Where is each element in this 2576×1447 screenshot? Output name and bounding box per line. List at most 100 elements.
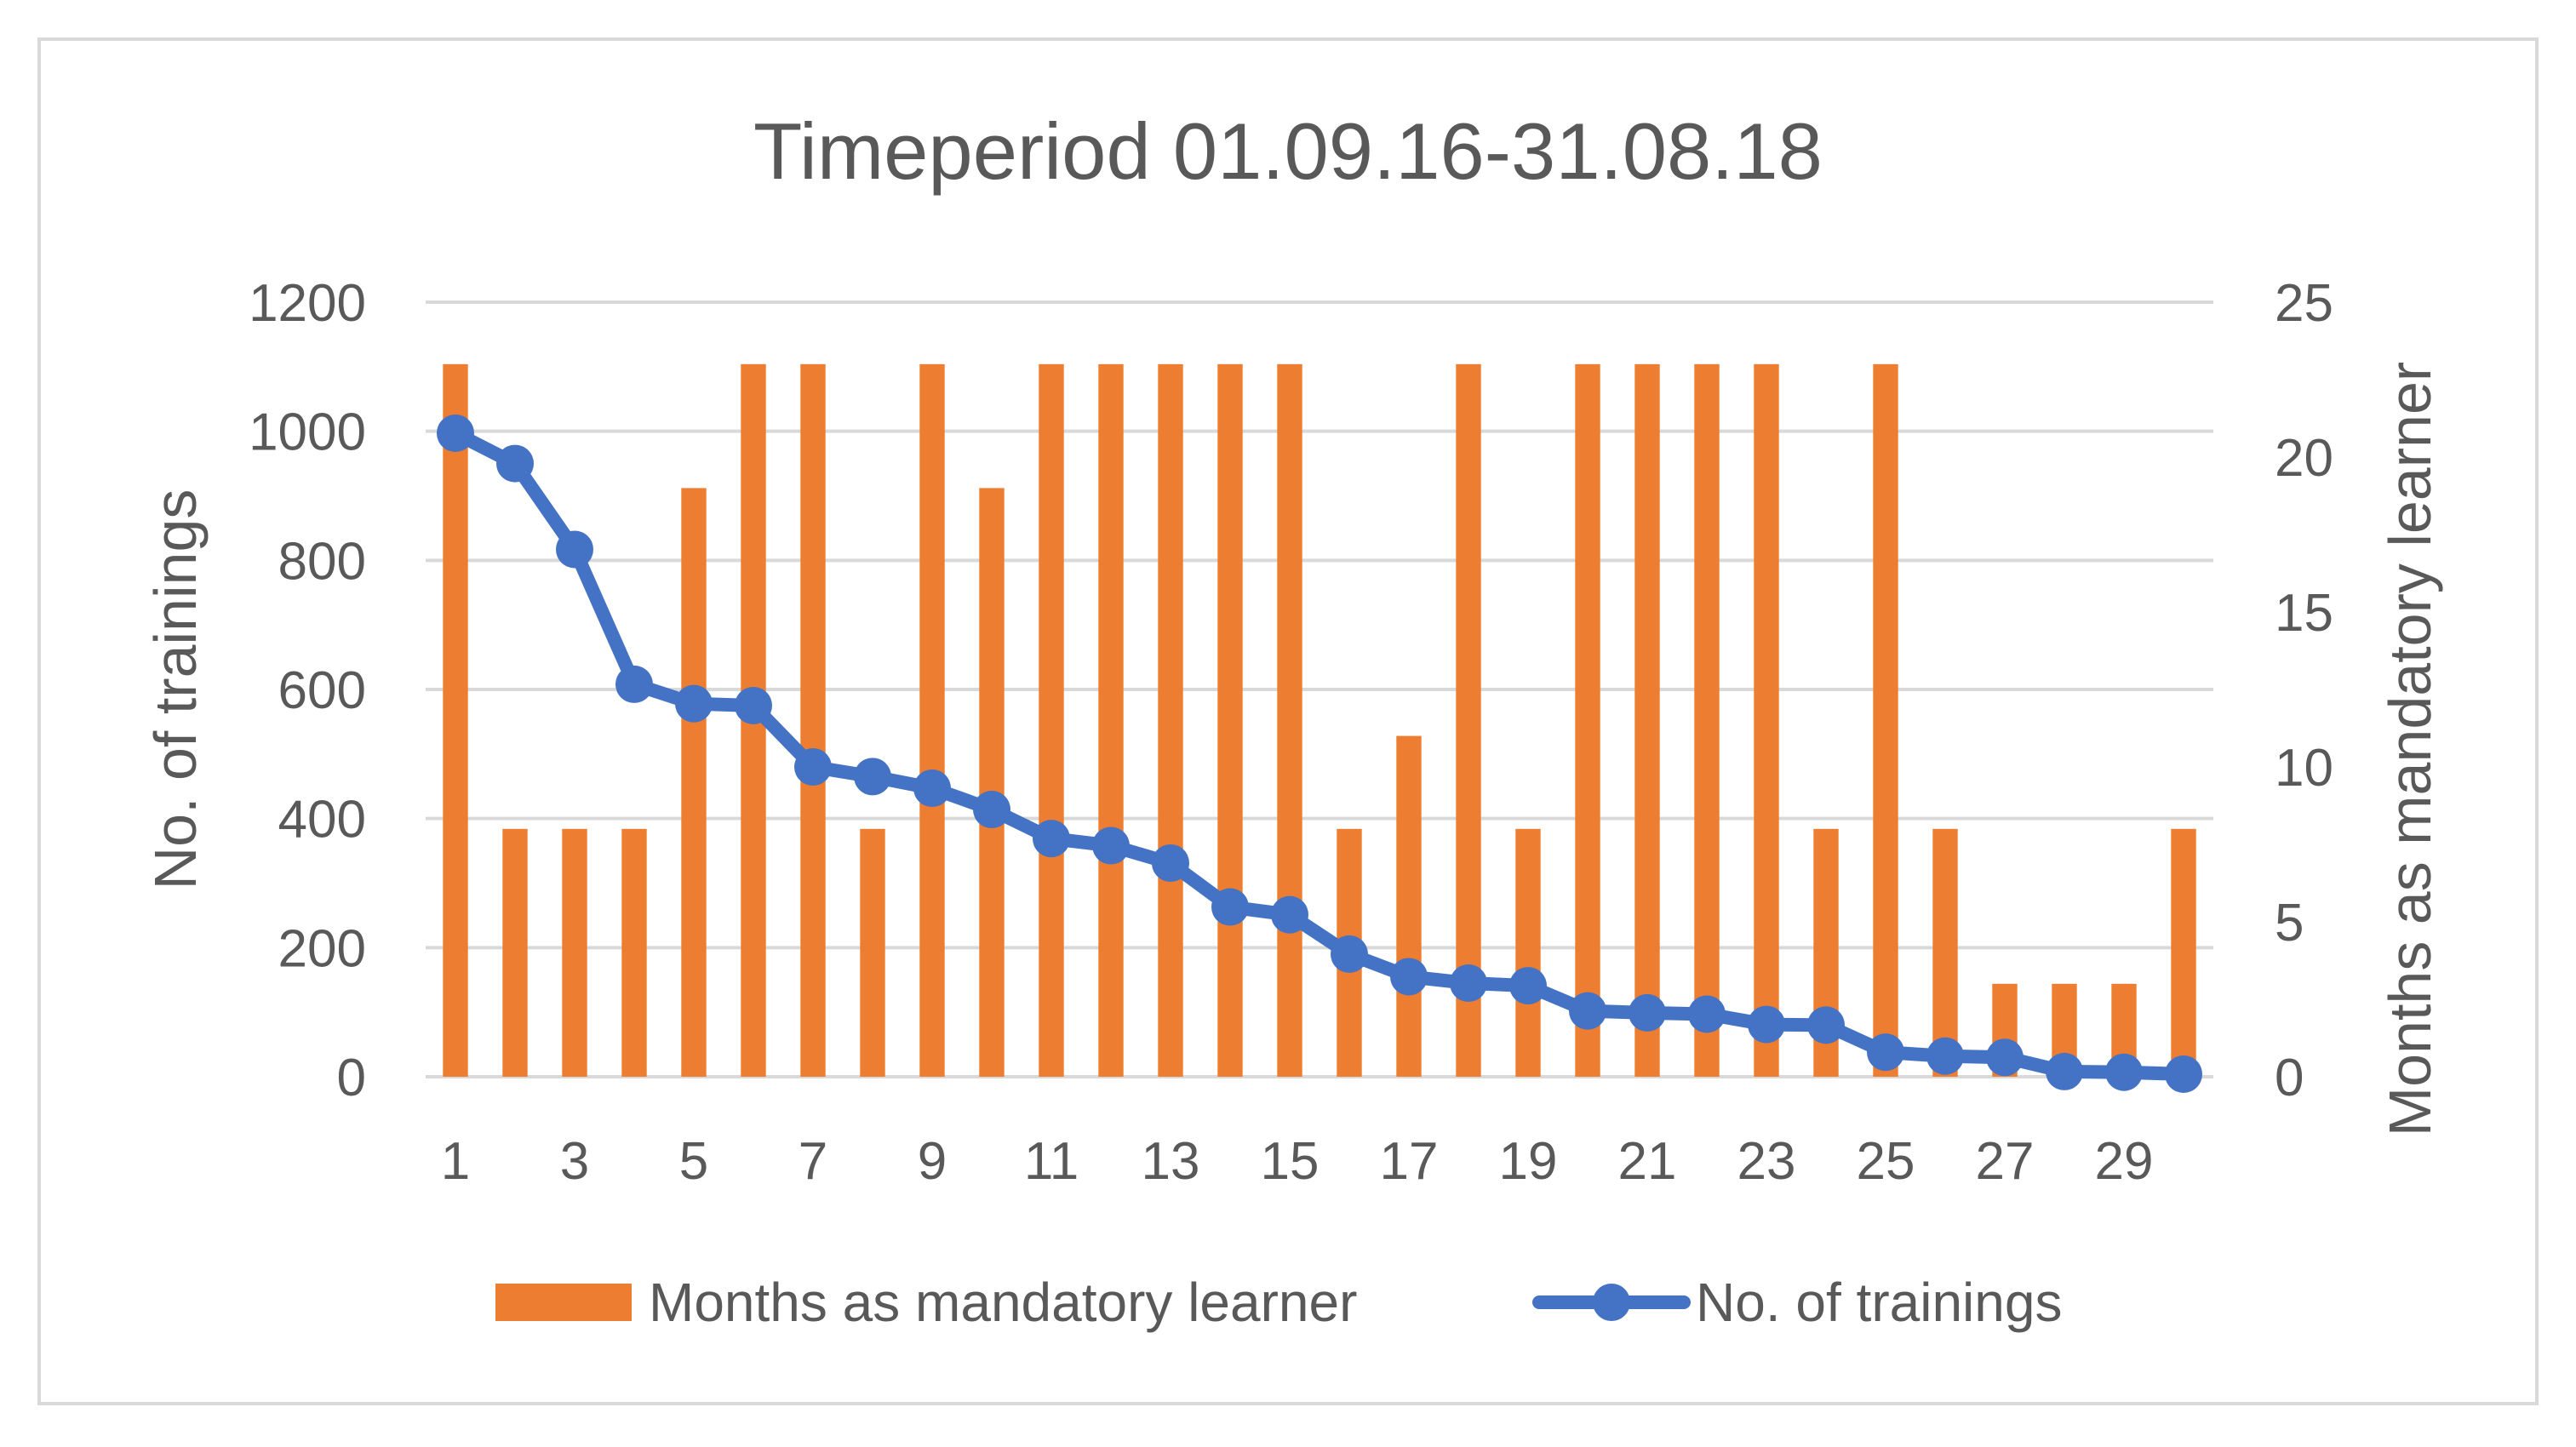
bar xyxy=(979,488,1005,1077)
line-point xyxy=(794,748,832,786)
x-tick-label: 21 xyxy=(1618,1132,1677,1191)
legend-bar-label: Months as mandatory learner xyxy=(649,1272,1357,1333)
line-point xyxy=(1390,958,1428,996)
x-tick-label: 25 xyxy=(1857,1132,1915,1191)
line-point xyxy=(1092,826,1130,865)
line-point xyxy=(1271,895,1308,934)
y-left-tick-label: 800 xyxy=(278,532,366,591)
line-point xyxy=(2046,1052,2083,1090)
bar xyxy=(621,828,647,1077)
line-point xyxy=(1986,1038,2024,1077)
line-point xyxy=(1926,1037,1964,1075)
x-tick-label: 29 xyxy=(2095,1132,2154,1191)
line-point xyxy=(1688,995,1726,1033)
bar xyxy=(1396,735,1422,1077)
bar xyxy=(1873,363,1898,1077)
x-tick-label: 7 xyxy=(799,1132,827,1191)
x-tick-label: 5 xyxy=(679,1132,708,1191)
line-point xyxy=(913,769,951,808)
line-point xyxy=(675,684,713,723)
bar xyxy=(502,828,528,1077)
legend: Months as mandatory learner No. of train… xyxy=(495,1272,2062,1333)
bar xyxy=(1932,828,1958,1077)
y-left-axis-label: No. of trainings xyxy=(142,489,209,890)
legend-bar-swatch xyxy=(495,1284,632,1321)
line-point xyxy=(437,414,474,452)
bar xyxy=(1158,363,1183,1077)
line-point xyxy=(1211,888,1249,926)
bar xyxy=(1217,363,1243,1077)
y-left-tick-label: 600 xyxy=(278,661,366,720)
bar xyxy=(443,363,468,1077)
line-point xyxy=(615,665,653,703)
y-left-tick-label: 1200 xyxy=(249,274,366,333)
gridlines xyxy=(426,300,2213,1078)
chart-title: Timeperiod 01.09.16-31.08.18 xyxy=(753,106,1823,196)
bar xyxy=(2171,828,2196,1077)
legend-line-label: No. of trainings xyxy=(1696,1272,2062,1333)
bar xyxy=(681,488,707,1077)
y-right-tick-label: 0 xyxy=(2275,1049,2304,1107)
x-tick-label: 3 xyxy=(560,1132,589,1191)
bar xyxy=(1277,363,1302,1077)
legend-item-line: No. of trainings xyxy=(1532,1272,2062,1333)
legend-item-bars: Months as mandatory learner xyxy=(495,1272,1357,1333)
y-left-tick-label: 0 xyxy=(337,1049,366,1107)
line-point xyxy=(735,686,772,724)
x-tick-label: 9 xyxy=(918,1132,947,1191)
y-left-tick-label: 1000 xyxy=(249,403,366,462)
y-left-tick-label: 200 xyxy=(278,919,366,978)
line-point xyxy=(1509,967,1547,1005)
line-point xyxy=(1152,844,1189,882)
x-tick-label: 15 xyxy=(1261,1132,1319,1191)
bar xyxy=(1694,363,1720,1077)
x-tick-label: 23 xyxy=(1737,1132,1796,1191)
line-point xyxy=(854,758,891,796)
line-point xyxy=(1629,993,1666,1032)
bar-series xyxy=(443,363,2196,1077)
x-tick-label: 1 xyxy=(441,1132,470,1191)
line-point xyxy=(556,530,593,569)
line-point xyxy=(1807,1006,1845,1044)
y-right-tick-label: 25 xyxy=(2275,274,2333,333)
y-right-tick-label: 5 xyxy=(2275,894,2304,952)
y-right-axis-label: Months as mandatory learner xyxy=(2377,362,2443,1136)
bar xyxy=(1515,828,1541,1077)
x-tick-label: 19 xyxy=(1499,1132,1558,1191)
line-point xyxy=(1867,1033,1904,1072)
line-point xyxy=(1748,1005,1785,1044)
line-point xyxy=(2105,1053,2143,1091)
bar xyxy=(562,828,587,1077)
line-point xyxy=(1033,820,1070,858)
x-axis-ticks: 1 3 5 7 9 11 13 15 17 19 21 23 25 27 29 xyxy=(441,1132,2154,1191)
bar xyxy=(1575,363,1600,1077)
line-point xyxy=(1331,935,1368,973)
line-point xyxy=(973,791,1010,829)
x-tick-label: 17 xyxy=(1380,1132,1439,1191)
y-right-tick-label: 10 xyxy=(2275,739,2333,798)
y-right-tick-label: 20 xyxy=(2275,429,2333,488)
x-tick-label: 27 xyxy=(1976,1132,2035,1191)
y-right-tick-label: 15 xyxy=(2275,584,2333,643)
legend-line-marker xyxy=(1593,1284,1630,1321)
bar xyxy=(1098,363,1124,1077)
left-axis-ticks: 0 200 400 600 800 1000 1200 xyxy=(249,274,366,1107)
bar xyxy=(860,828,885,1077)
bar xyxy=(1634,363,1660,1077)
x-tick-label: 11 xyxy=(1024,1132,1079,1191)
bar xyxy=(1754,363,1779,1077)
line-point xyxy=(1569,992,1606,1030)
right-axis-ticks: 0 5 10 15 20 25 xyxy=(2275,274,2333,1107)
bar xyxy=(800,363,826,1077)
line-series xyxy=(437,414,2202,1093)
bar xyxy=(919,363,945,1077)
bar xyxy=(1456,363,1481,1077)
y-left-tick-label: 400 xyxy=(278,791,366,849)
line-point xyxy=(496,444,534,483)
x-tick-label: 13 xyxy=(1142,1132,1200,1191)
bar xyxy=(1039,363,1064,1077)
line-point xyxy=(1450,964,1487,1003)
line-point xyxy=(2165,1055,2202,1093)
